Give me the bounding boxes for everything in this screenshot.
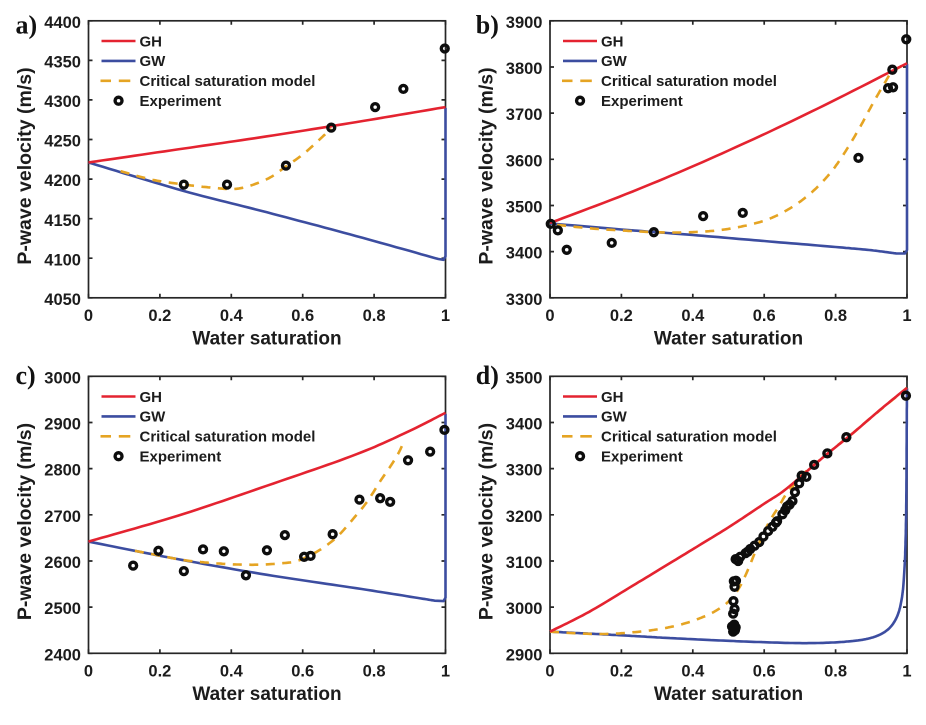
svg-text:4250: 4250 — [44, 133, 81, 151]
svg-text:3900: 3900 — [506, 14, 543, 32]
svg-text:0.2: 0.2 — [610, 307, 633, 325]
svg-text:4400: 4400 — [44, 14, 81, 32]
svg-text:2600: 2600 — [44, 554, 81, 572]
svg-text:Critical saturation model: Critical saturation model — [140, 429, 316, 446]
svg-text:3400: 3400 — [506, 245, 543, 263]
svg-text:0.8: 0.8 — [363, 307, 386, 325]
svg-text:Experiment: Experiment — [140, 449, 222, 466]
svg-text:GH: GH — [601, 389, 624, 406]
svg-text:2900: 2900 — [44, 416, 81, 434]
svg-text:0.4: 0.4 — [681, 663, 705, 681]
svg-text:GW: GW — [601, 409, 628, 426]
svg-text:GW: GW — [140, 53, 167, 70]
svg-text:P-wave velocity (m/s): P-wave velocity (m/s) — [476, 67, 498, 264]
svg-text:0.6: 0.6 — [291, 663, 314, 681]
svg-text:4300: 4300 — [44, 93, 81, 111]
svg-text:0.8: 0.8 — [824, 307, 847, 325]
svg-text:GH: GH — [140, 389, 163, 406]
svg-text:1: 1 — [902, 663, 911, 681]
svg-text:P-wave velocity (m/s): P-wave velocity (m/s) — [14, 67, 36, 264]
svg-text:0: 0 — [84, 663, 93, 681]
svg-text:1: 1 — [902, 307, 911, 325]
svg-text:1: 1 — [441, 307, 450, 325]
svg-text:Water saturation: Water saturation — [654, 684, 803, 705]
svg-text:GW: GW — [140, 409, 167, 426]
svg-text:Critical saturation model: Critical saturation model — [601, 73, 777, 90]
svg-text:2800: 2800 — [44, 462, 81, 480]
svg-text:3100: 3100 — [506, 554, 543, 572]
svg-text:d): d) — [476, 361, 499, 390]
svg-text:GH: GH — [601, 33, 624, 50]
svg-text:2500: 2500 — [44, 600, 81, 618]
svg-text:4200: 4200 — [44, 172, 81, 190]
svg-text:0.2: 0.2 — [148, 663, 171, 681]
svg-text:3300: 3300 — [506, 291, 543, 309]
svg-text:2900: 2900 — [506, 646, 543, 664]
svg-text:3500: 3500 — [506, 369, 543, 387]
svg-text:0.4: 0.4 — [220, 307, 244, 325]
svg-text:Water saturation: Water saturation — [192, 684, 341, 705]
svg-text:3000: 3000 — [44, 369, 81, 387]
svg-text:3600: 3600 — [506, 152, 543, 170]
svg-text:0.8: 0.8 — [824, 663, 847, 681]
svg-text:0.4: 0.4 — [220, 663, 244, 681]
svg-text:0.2: 0.2 — [148, 307, 171, 325]
svg-text:0: 0 — [545, 307, 554, 325]
svg-text:0: 0 — [84, 307, 93, 325]
svg-text:4100: 4100 — [44, 251, 81, 269]
svg-text:2400: 2400 — [44, 646, 81, 664]
svg-text:0.6: 0.6 — [753, 307, 776, 325]
svg-text:P-wave velocity (m/s): P-wave velocity (m/s) — [476, 423, 498, 620]
svg-text:4150: 4150 — [44, 212, 81, 230]
svg-text:0: 0 — [545, 663, 554, 681]
svg-text:c): c) — [16, 361, 36, 390]
svg-text:0.4: 0.4 — [681, 307, 705, 325]
svg-text:4050: 4050 — [44, 291, 81, 309]
svg-text:Experiment: Experiment — [140, 93, 222, 110]
svg-text:1: 1 — [441, 663, 450, 681]
svg-text:a): a) — [16, 10, 38, 39]
svg-text:Water saturation: Water saturation — [654, 329, 803, 350]
svg-text:3500: 3500 — [506, 199, 543, 217]
svg-text:Critical saturation model: Critical saturation model — [140, 73, 316, 90]
svg-text:Water saturation: Water saturation — [192, 329, 341, 350]
svg-text:GH: GH — [140, 33, 163, 50]
svg-text:3400: 3400 — [506, 416, 543, 434]
svg-text:3000: 3000 — [506, 600, 543, 618]
svg-text:3800: 3800 — [506, 60, 543, 78]
svg-text:3300: 3300 — [506, 462, 543, 480]
svg-text:2700: 2700 — [44, 508, 81, 526]
svg-text:4350: 4350 — [44, 54, 81, 72]
svg-text:0.6: 0.6 — [291, 307, 314, 325]
svg-text:3200: 3200 — [506, 508, 543, 526]
svg-text:3700: 3700 — [506, 106, 543, 124]
svg-text:0.8: 0.8 — [363, 663, 386, 681]
svg-text:b): b) — [476, 10, 499, 39]
svg-text:0.2: 0.2 — [610, 663, 633, 681]
svg-text:Experiment: Experiment — [601, 449, 683, 466]
svg-text:P-wave velocity (m/s): P-wave velocity (m/s) — [14, 423, 36, 620]
svg-text:Experiment: Experiment — [601, 93, 683, 110]
svg-text:Critical saturation model: Critical saturation model — [601, 429, 777, 446]
svg-text:0.6: 0.6 — [753, 663, 776, 681]
svg-text:GW: GW — [601, 53, 628, 70]
